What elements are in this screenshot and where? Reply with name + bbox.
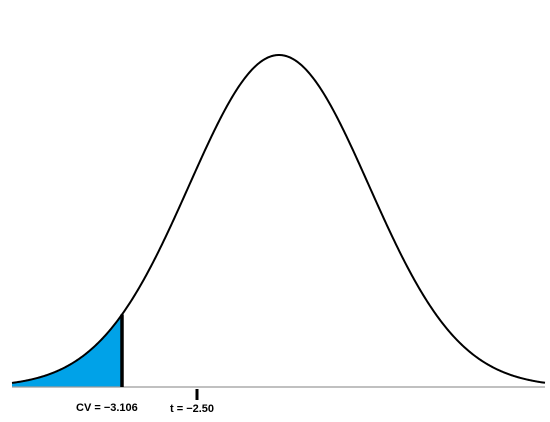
- density-curve: [11, 53, 546, 384]
- critical-value-label: CV = −3.106: [76, 402, 138, 414]
- rejection-region: [12, 314, 122, 387]
- test-statistic-label: t = −2.50: [170, 403, 214, 415]
